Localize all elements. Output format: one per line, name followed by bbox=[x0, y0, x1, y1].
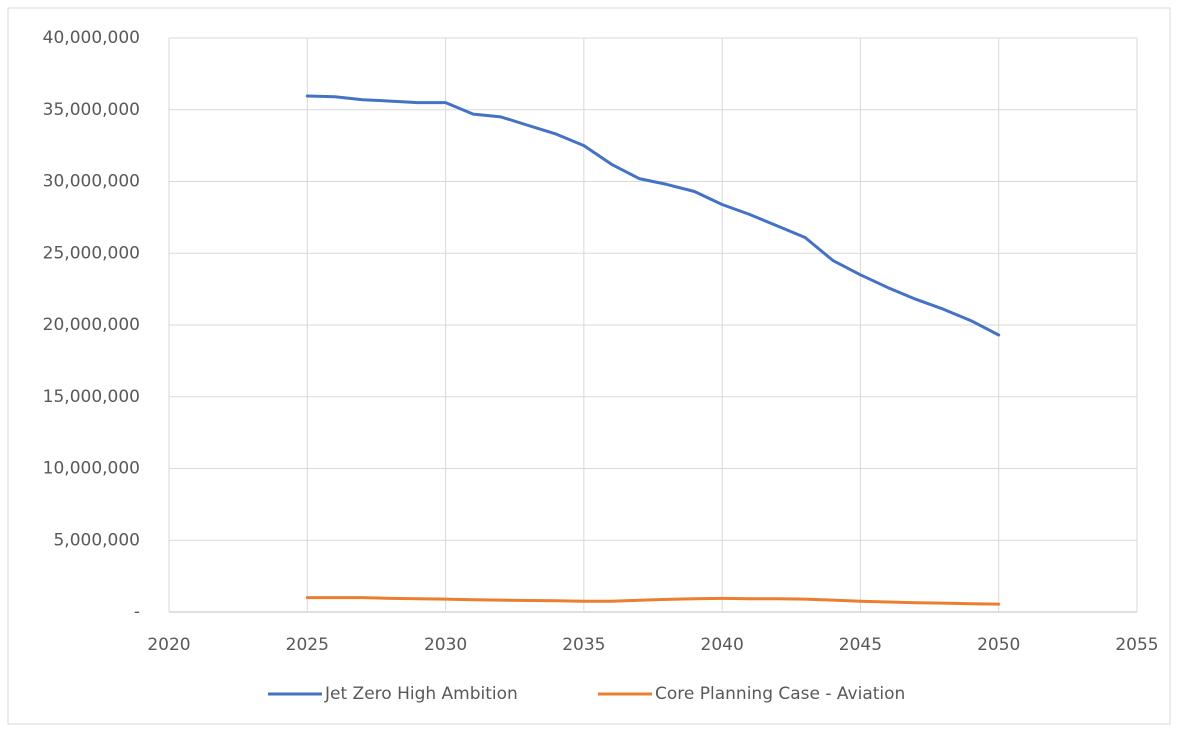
y-tick-label: 5,000,000 bbox=[53, 530, 140, 550]
y-tick-label: 25,000,000 bbox=[43, 243, 140, 263]
x-tick-label: 2055 bbox=[1115, 635, 1158, 655]
y-tick-label: 10,000,000 bbox=[43, 459, 140, 479]
legend-label: Jet Zero High Ambition bbox=[324, 684, 518, 704]
x-tick-label: 2050 bbox=[977, 635, 1020, 655]
x-tick-label: 2040 bbox=[701, 635, 744, 655]
series-line bbox=[305, 94, 1001, 337]
chart-frame bbox=[7, 7, 1171, 725]
x-tick-label: 2025 bbox=[286, 635, 329, 655]
x-tick-label: 2020 bbox=[147, 635, 190, 655]
y-tick-label: 15,000,000 bbox=[43, 387, 140, 407]
legend-label: Core Planning Case - Aviation bbox=[655, 684, 905, 704]
y-tick-label: - bbox=[134, 602, 140, 622]
x-tick-label: 2030 bbox=[424, 635, 467, 655]
x-tick-label: 2035 bbox=[562, 635, 605, 655]
y-tick-label: 35,000,000 bbox=[43, 100, 140, 120]
series-line bbox=[305, 596, 1001, 606]
y-tick-label: 20,000,000 bbox=[43, 315, 140, 335]
y-tick-label: 40,000,000 bbox=[43, 28, 140, 48]
x-tick-label: 2045 bbox=[839, 635, 882, 655]
y-tick-label: 30,000,000 bbox=[43, 172, 140, 192]
